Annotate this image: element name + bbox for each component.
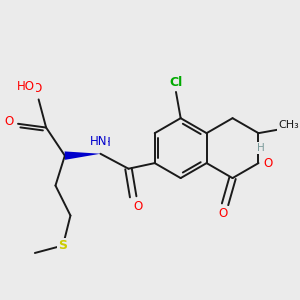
Text: H: H <box>257 143 265 153</box>
Text: O: O <box>4 116 13 128</box>
Polygon shape <box>64 152 100 160</box>
Text: S: S <box>58 239 68 252</box>
Text: O: O <box>263 157 272 169</box>
Text: O: O <box>133 200 142 213</box>
Text: Cl: Cl <box>169 76 183 89</box>
Text: O: O <box>219 207 228 220</box>
Text: H: H <box>102 136 110 149</box>
Text: HN: HN <box>90 135 107 148</box>
Text: O: O <box>32 82 41 95</box>
Text: CH₃: CH₃ <box>278 120 299 130</box>
Text: HO: HO <box>16 80 34 93</box>
Text: H: H <box>23 83 32 93</box>
